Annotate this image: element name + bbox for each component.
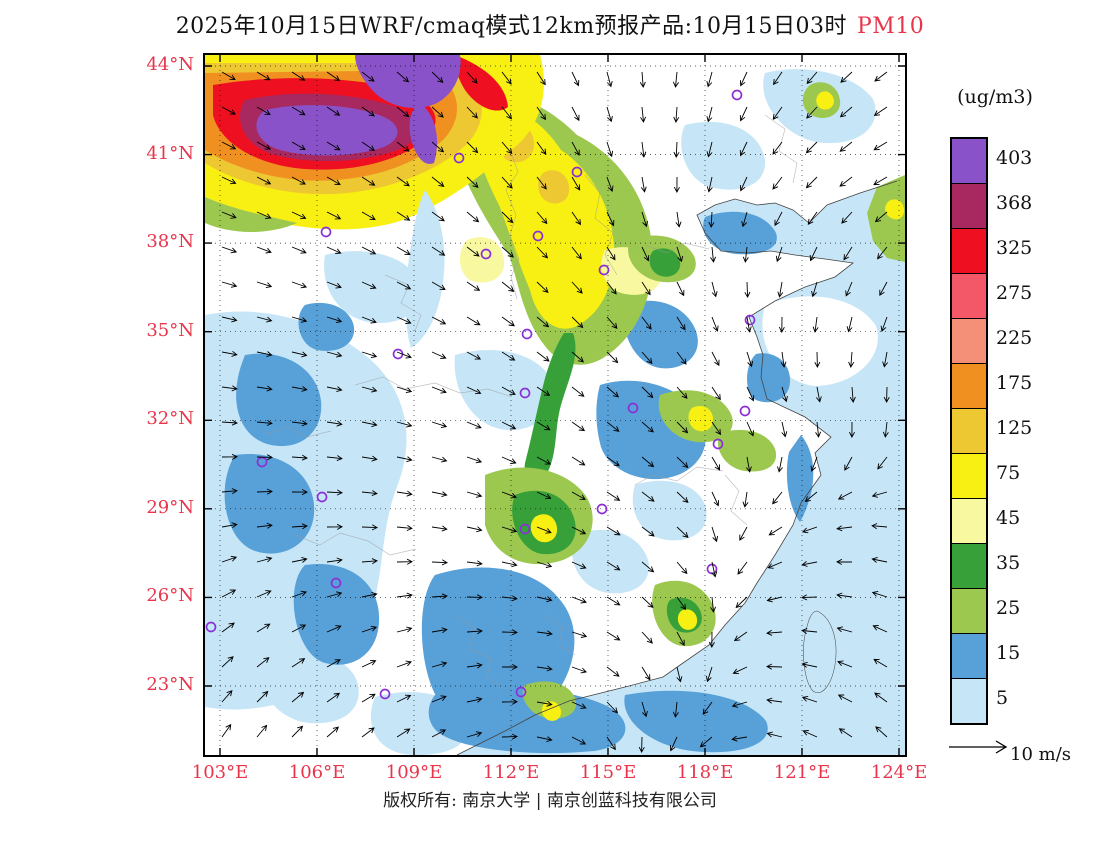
- station-marker: [532, 230, 544, 242]
- station-marker: [521, 328, 533, 340]
- lat-tick-label: 41°N: [146, 142, 194, 164]
- station-marker: [627, 402, 639, 414]
- station-marker: [596, 503, 608, 515]
- pollution-contours-north: [451, 91, 777, 721]
- lat-tick-label: 26°N: [146, 585, 194, 607]
- colorbar-value-label: 225: [996, 327, 1033, 349]
- page-title: 2025年10月15日WRF/cmaq模式12km预报产品:10月15日03时 P…: [0, 8, 1100, 40]
- lon-tick-label: 115°E: [579, 762, 637, 783]
- wind-reference-arrow: [949, 740, 1008, 754]
- colorbar-value-label: 35: [996, 552, 1021, 574]
- station-marker: [379, 688, 391, 700]
- station-marker: [739, 405, 751, 417]
- lon-tick-label: 118°E: [676, 762, 734, 783]
- province-borders: [264, 114, 798, 690]
- colorbar-segment: [952, 408, 986, 453]
- colorbar-value-label: 5: [996, 687, 1009, 709]
- lon-tick-label: 121°E: [773, 762, 831, 783]
- station-marker: [480, 248, 492, 260]
- colorbar-segment: [952, 588, 986, 633]
- colorbar-value-label: 275: [996, 282, 1033, 304]
- colorbar-value-label: 403: [996, 147, 1033, 169]
- colorbar-value-label: 25: [996, 597, 1021, 619]
- wind-vectors: [221, 71, 890, 753]
- colorbar-value-label: 75: [996, 462, 1021, 484]
- colorbar-value-label: 125: [996, 417, 1033, 439]
- station-marker: [598, 264, 610, 276]
- lon-tick-label: 103°E: [191, 762, 249, 783]
- map-canvas: [205, 55, 905, 755]
- lat-tick-label: 23°N: [146, 673, 194, 695]
- station-marker: [731, 89, 743, 101]
- station-marker: [519, 523, 531, 535]
- colorbar-value-label: 325: [996, 237, 1033, 259]
- coastline: [456, 180, 898, 755]
- station-marker: [706, 563, 718, 575]
- station-marker: [330, 577, 342, 589]
- wind-reference-label: 10 m/s: [1010, 744, 1071, 765]
- station-marker: [320, 226, 332, 238]
- lat-tick-label: 44°N: [146, 54, 194, 75]
- lat-tick-label: 38°N: [146, 231, 194, 253]
- lat-tick-label: 32°N: [146, 408, 194, 430]
- colorbar-segment: [952, 273, 986, 318]
- colorbar-segment: [952, 139, 986, 183]
- colorbar-value-label: 15: [996, 642, 1021, 664]
- station-marker: [453, 152, 465, 164]
- colorbar-value-label: 45: [996, 507, 1021, 529]
- colorbar-value-label: 368: [996, 192, 1033, 214]
- colorbar-segment: [952, 363, 986, 408]
- lon-tick-label: 124°E: [870, 762, 928, 783]
- title-main: 2025年10月15日WRF/cmaq模式12km预报产品:10月15日03时: [175, 14, 847, 39]
- colorbar-segment: [952, 228, 986, 273]
- colorbar-segment: [952, 678, 986, 723]
- lat-tick-label: 35°N: [146, 319, 194, 341]
- colorbar-segment: [952, 183, 986, 228]
- graticule-gridlines: [205, 55, 905, 755]
- copyright-text: 版权所有: 南京大学 | 南京创蓝科技有限公司: [383, 791, 717, 811]
- station-marker: [744, 314, 756, 326]
- colorbar-segment: [952, 633, 986, 678]
- station-markers: [205, 89, 756, 700]
- lon-tick-label: 109°E: [385, 762, 443, 783]
- lon-tick-label: 112°E: [482, 762, 540, 783]
- station-marker: [205, 621, 217, 633]
- title-species: PM10: [856, 14, 925, 39]
- lon-tick-label: 106°E: [288, 762, 346, 783]
- colorbar-segment: [952, 498, 986, 543]
- dust-plume-northwest: [205, 55, 544, 348]
- map-frame: [203, 53, 907, 757]
- colorbar-segment: [952, 318, 986, 363]
- colorbar-segment: [952, 543, 986, 588]
- colorbar-value-label: 175: [996, 372, 1033, 394]
- legend-units-label: (ug/m3): [957, 86, 1033, 108]
- station-marker: [316, 491, 328, 503]
- station-marker: [515, 686, 527, 698]
- colorbar: [950, 137, 988, 725]
- lat-tick-label: 29°N: [146, 496, 194, 518]
- station-marker: [571, 166, 583, 178]
- colorbar-segment: [952, 453, 986, 498]
- station-marker: [712, 438, 724, 450]
- station-marker: [519, 387, 531, 399]
